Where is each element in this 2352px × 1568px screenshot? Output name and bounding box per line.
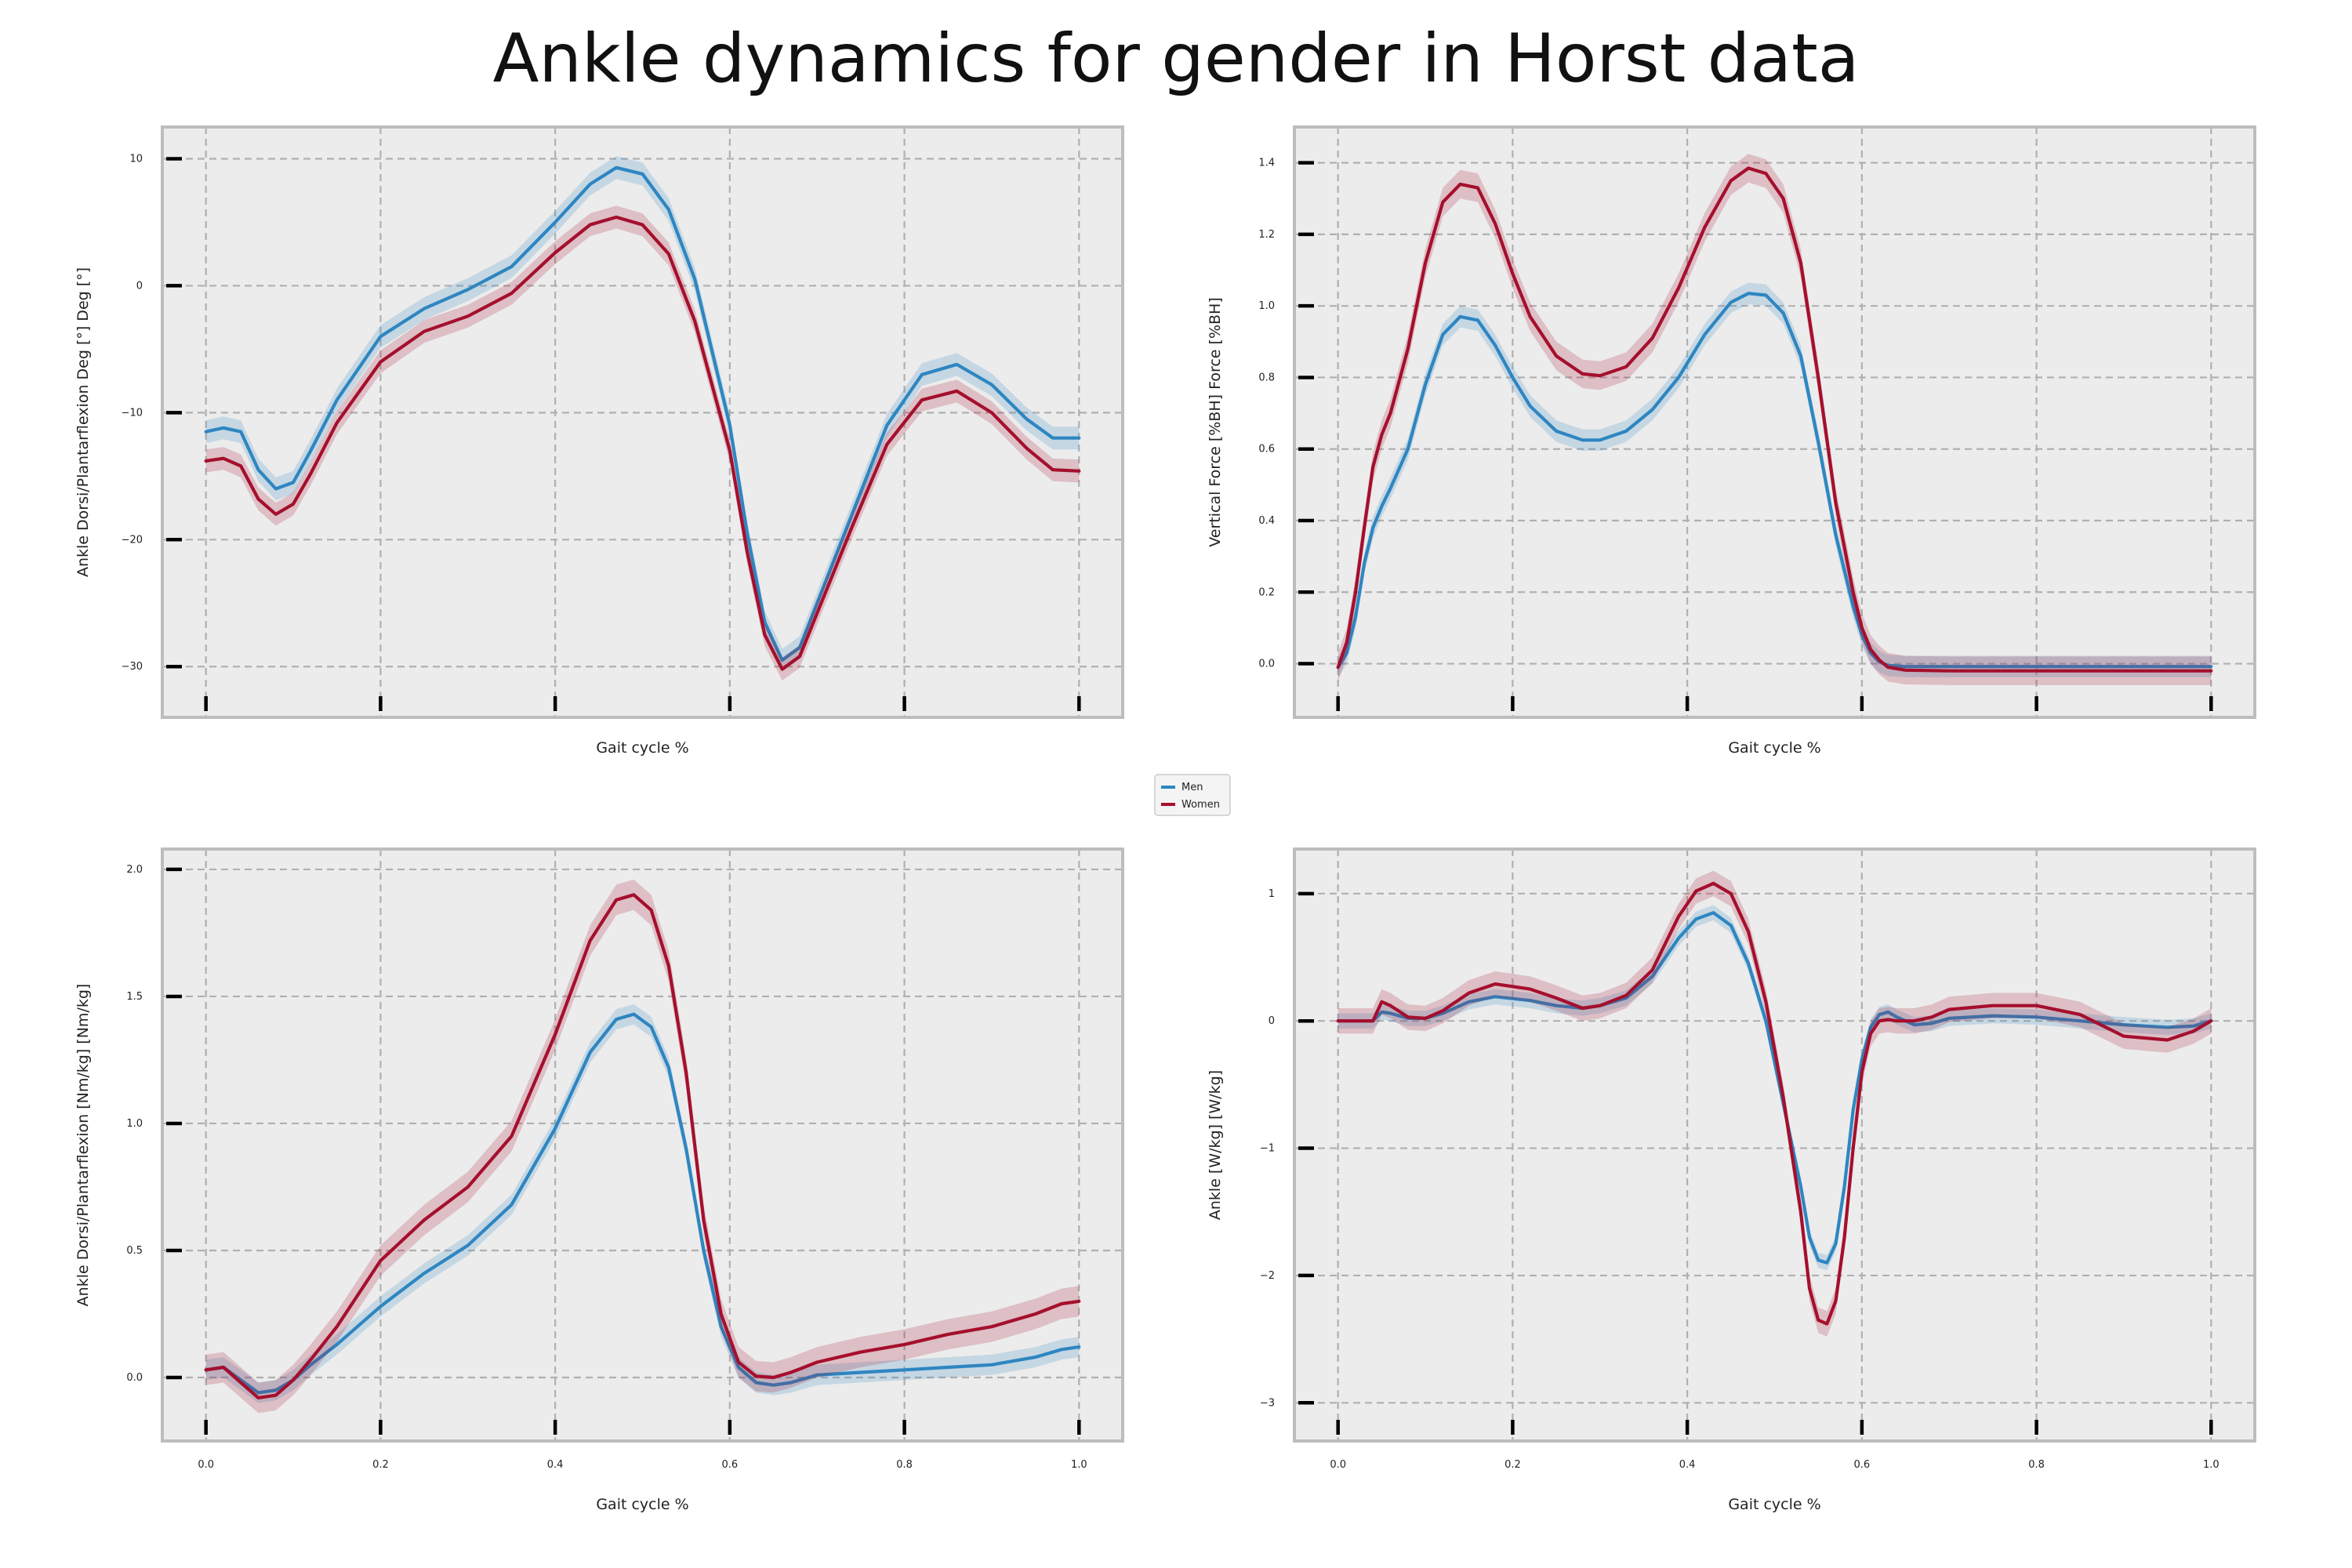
y-tick-label: 0.5 <box>126 1245 143 1257</box>
plot-frame <box>1293 125 2256 719</box>
series-line-women <box>204 893 1081 1400</box>
plot-frame <box>1293 848 2256 1443</box>
plot-frame <box>161 848 1124 1443</box>
y-tick-label: 0.4 <box>1258 515 1275 527</box>
y-tick-label: −3 <box>1260 1397 1275 1409</box>
legend-label-women: Women <box>1181 799 1220 811</box>
y-tick-label: −30 <box>122 661 143 673</box>
x-axis-label: Gait cycle % <box>596 739 688 757</box>
y-tick-label: 1.2 <box>1258 229 1275 241</box>
figure-title: Ankle dynamics for gender in Horst data <box>493 20 1860 98</box>
y-tick-label: 0 <box>136 280 143 292</box>
y-tick-label: 0.8 <box>1258 372 1275 383</box>
plot-area <box>1294 849 2255 1441</box>
y-tick-label: −10 <box>122 407 143 419</box>
x-tick-label: 0.8 <box>2028 1459 2045 1471</box>
series-line-men <box>204 165 1081 662</box>
y-tick-label: −20 <box>122 534 143 546</box>
y-tick-label: 0.0 <box>1258 659 1275 670</box>
y-tick-label: 0 <box>1269 1015 1275 1027</box>
y-tick-label: 1 <box>1269 888 1275 900</box>
x-tick-label: 1.0 <box>2203 1459 2220 1471</box>
series-group <box>204 156 1081 681</box>
y-tick-label: 1.4 <box>1258 158 1275 169</box>
y-tick-label: 1.0 <box>126 1118 143 1130</box>
y-axis-label: Ankle Dorsi/Plantarflexion Deg [°] Deg [… <box>74 267 92 577</box>
series-group <box>204 879 1081 1414</box>
plot-area <box>162 849 1123 1441</box>
y-axis-label: Ankle Dorsi/Plantarflexion [Nm/kg] [Nm/k… <box>74 984 92 1307</box>
confidence-band-men <box>205 1004 1080 1403</box>
plot-frame <box>161 125 1124 719</box>
x-tick-label: 0.0 <box>1330 1459 1346 1471</box>
y-tick-label: 1.0 <box>1258 300 1275 312</box>
x-tick-label: 0.4 <box>547 1459 564 1471</box>
x-axis-label: Gait cycle % <box>1728 739 1820 757</box>
plot-area <box>1294 127 2255 717</box>
x-tick-label: 0.8 <box>896 1459 913 1471</box>
x-tick-label: 0.2 <box>372 1459 389 1471</box>
y-tick-label: −1 <box>1260 1143 1275 1155</box>
legend: Men Women <box>1154 774 1231 816</box>
x-axis-label: Gait cycle % <box>1728 1496 1820 1513</box>
y-tick-label: 1.5 <box>126 991 143 1003</box>
x-tick-label: 0.4 <box>1679 1459 1696 1471</box>
subplot-bottom-left: 0.0 0.2 0.4 0.6 0.8 1.0 0.0 0.5 1.0 1.5 2.0 Gait cy… <box>74 848 1124 1513</box>
confidence-band-women <box>1338 870 2212 1337</box>
y-tick-label: −2 <box>1260 1270 1275 1282</box>
y-axis-label: Ankle [W/kg] [W/kg] <box>1207 1070 1224 1220</box>
confidence-band-women <box>205 205 1080 681</box>
y-tick-label: 0.0 <box>126 1372 143 1384</box>
y-axis-label: Vertical Force [%BH] Force [%BH] <box>1207 297 1224 547</box>
y-tick-label: 0.6 <box>1258 444 1275 456</box>
subplot-top-right: 0.0 0.2 0.4 0.6 0.8 1.0 1.2 1.4 Gait cycle % Vert… <box>1207 125 2256 757</box>
x-tick-label: 0.0 <box>198 1459 214 1471</box>
series-line-women <box>1336 881 2213 1326</box>
y-tick-label: 10 <box>129 153 143 165</box>
x-tick-label: 0.2 <box>1504 1459 1521 1471</box>
series-group <box>1336 870 2213 1337</box>
x-tick-label: 0.6 <box>722 1459 739 1471</box>
y-tick-label: 2.0 <box>126 864 143 876</box>
subplot-bottom-right: 0.0 0.2 0.4 0.6 0.8 1.0 −3 −2 −1 0 1 Gait cycle % An… <box>1207 848 2256 1513</box>
subplot-top-left: −30 −20 −10 0 10 Gait cycle % Ankle Dorsi/Plan… <box>74 125 1124 757</box>
series-line-women <box>1336 166 2213 673</box>
x-tick-label: 1.0 <box>1071 1459 1087 1471</box>
y-tick-label: 0.2 <box>1258 586 1275 598</box>
x-axis-label: Gait cycle % <box>596 1496 688 1513</box>
legend-label-men: Men <box>1181 782 1203 793</box>
x-tick-label: 0.6 <box>1854 1459 1871 1471</box>
series-group <box>1336 154 2213 685</box>
series-line-women <box>204 215 1081 671</box>
